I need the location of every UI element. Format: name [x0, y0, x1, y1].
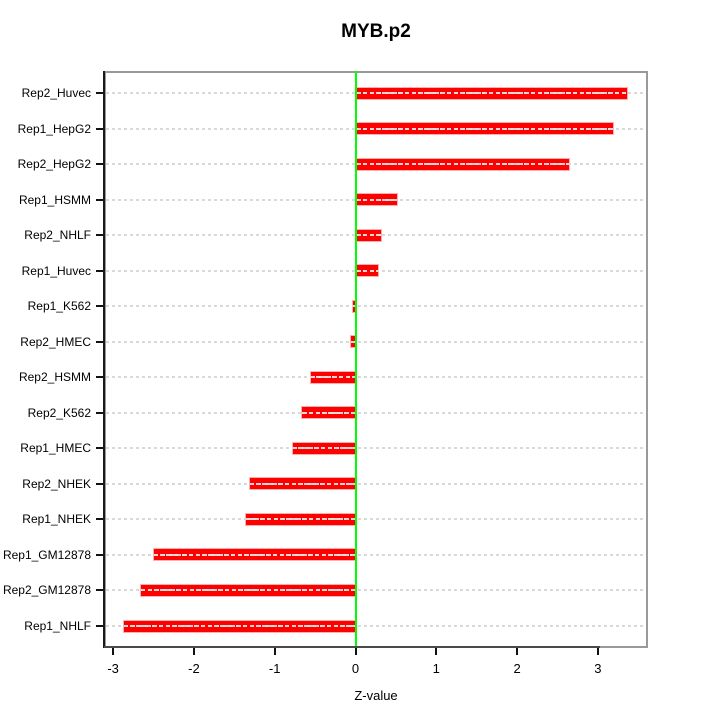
gridline	[106, 518, 646, 521]
x-axis-tick	[435, 648, 438, 655]
x-axis-tick	[273, 648, 276, 655]
gridline	[106, 163, 646, 166]
y-axis-tick	[96, 127, 104, 130]
y-axis-tick	[96, 411, 104, 414]
x-axis-tick	[354, 648, 357, 655]
y-axis-label: Rep1_GM12878	[2, 547, 91, 562]
chart-title: MYB.p2	[341, 21, 411, 42]
x-axis-tick-label: 0	[351, 661, 360, 676]
y-axis-label: Rep1_Huvec	[21, 263, 91, 278]
x-axis-tick-label: -1	[268, 661, 281, 676]
gridline	[106, 269, 646, 272]
gridline	[106, 92, 646, 94]
y-axis-label: Rep1_NHLF	[24, 619, 91, 633]
gridline	[106, 411, 646, 414]
gridline	[106, 234, 646, 237]
y-axis-tick	[96, 518, 104, 521]
y-axis-tick	[96, 376, 104, 379]
x-axis-tick-label: 3	[594, 661, 602, 676]
y-axis-label: Rep2_Huvec	[21, 86, 91, 100]
y-axis-label: Rep2_HSMM	[18, 370, 91, 385]
gridline	[106, 198, 646, 201]
x-axis-title: Z-value	[354, 688, 398, 703]
gridline	[106, 482, 646, 485]
gridline	[106, 589, 646, 592]
gridline	[106, 340, 646, 343]
gridline	[106, 447, 646, 450]
y-axis-label: Rep1_K562	[27, 299, 91, 314]
x-axis-tick	[192, 648, 195, 655]
x-axis-line	[104, 646, 600, 648]
x-axis-tick-label: -3	[107, 661, 119, 676]
y-axis-tick	[96, 305, 104, 308]
y-axis-label: Rep2_HMEC	[20, 334, 91, 349]
y-axis-tick	[96, 269, 104, 272]
y-axis-label: Rep1_NHEK	[22, 512, 91, 527]
y-axis-label: Rep2_GM12878	[2, 583, 91, 598]
gridline	[106, 376, 646, 379]
y-axis-tick	[96, 340, 104, 343]
zero-line	[354, 71, 357, 648]
gridline	[106, 127, 646, 130]
y-axis-line	[103, 71, 105, 648]
x-axis-tick	[596, 648, 599, 655]
x-axis-tick	[516, 648, 519, 655]
y-axis-tick	[96, 625, 104, 627]
y-axis-label: Rep2_NHEK	[22, 476, 91, 491]
gridline	[106, 625, 646, 627]
y-axis-label: Rep1_HMEC	[20, 441, 91, 456]
y-axis-tick	[96, 553, 104, 556]
gridline	[106, 305, 646, 308]
plot-area	[104, 71, 648, 648]
gridline	[106, 553, 646, 556]
y-axis-tick	[96, 163, 104, 166]
y-axis-tick	[96, 198, 104, 201]
x-axis-tick-label: 2	[513, 661, 521, 676]
x-axis-tick-label: -2	[188, 661, 200, 676]
y-axis-tick	[96, 234, 104, 237]
y-axis-label: Rep1_HepG2	[17, 121, 91, 136]
y-axis-tick	[96, 92, 104, 94]
y-axis-label: Rep1_HSMM	[18, 192, 91, 207]
y-axis-tick	[96, 482, 104, 485]
y-axis-tick	[96, 447, 104, 450]
y-axis-label: Rep2_HepG2	[17, 157, 91, 172]
y-axis-tick	[96, 589, 104, 592]
y-axis-label: Rep2_K562	[27, 405, 91, 420]
x-axis-tick-label: 1	[432, 661, 440, 676]
x-axis-tick	[112, 648, 115, 655]
y-axis-label: Rep2_NHLF	[24, 228, 91, 243]
